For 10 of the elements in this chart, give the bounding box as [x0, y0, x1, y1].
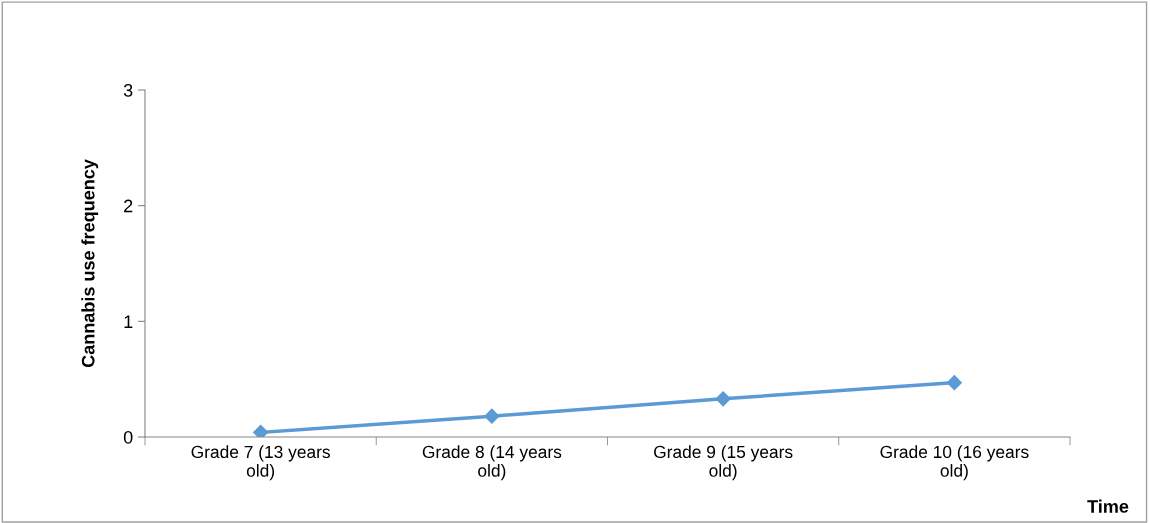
y-axis-title: Cannabis use frequency: [81, 159, 99, 368]
x-tick-label: Grade 8 (14 years old): [422, 445, 562, 481]
x-tick-label: Grade 9 (15 years old): [654, 445, 793, 481]
y-tick-label: 0: [123, 430, 133, 444]
y-tick-label: 3: [123, 83, 133, 97]
y-tick-label: 2: [124, 199, 133, 213]
x-tick-label: Grade 7 (13 years old): [191, 445, 330, 481]
x-tick-label: Grade 10 (16 years old): [880, 445, 1029, 481]
y-tick-label: 1: [124, 315, 133, 328]
x-axis-title: Time: [1087, 499, 1129, 513]
